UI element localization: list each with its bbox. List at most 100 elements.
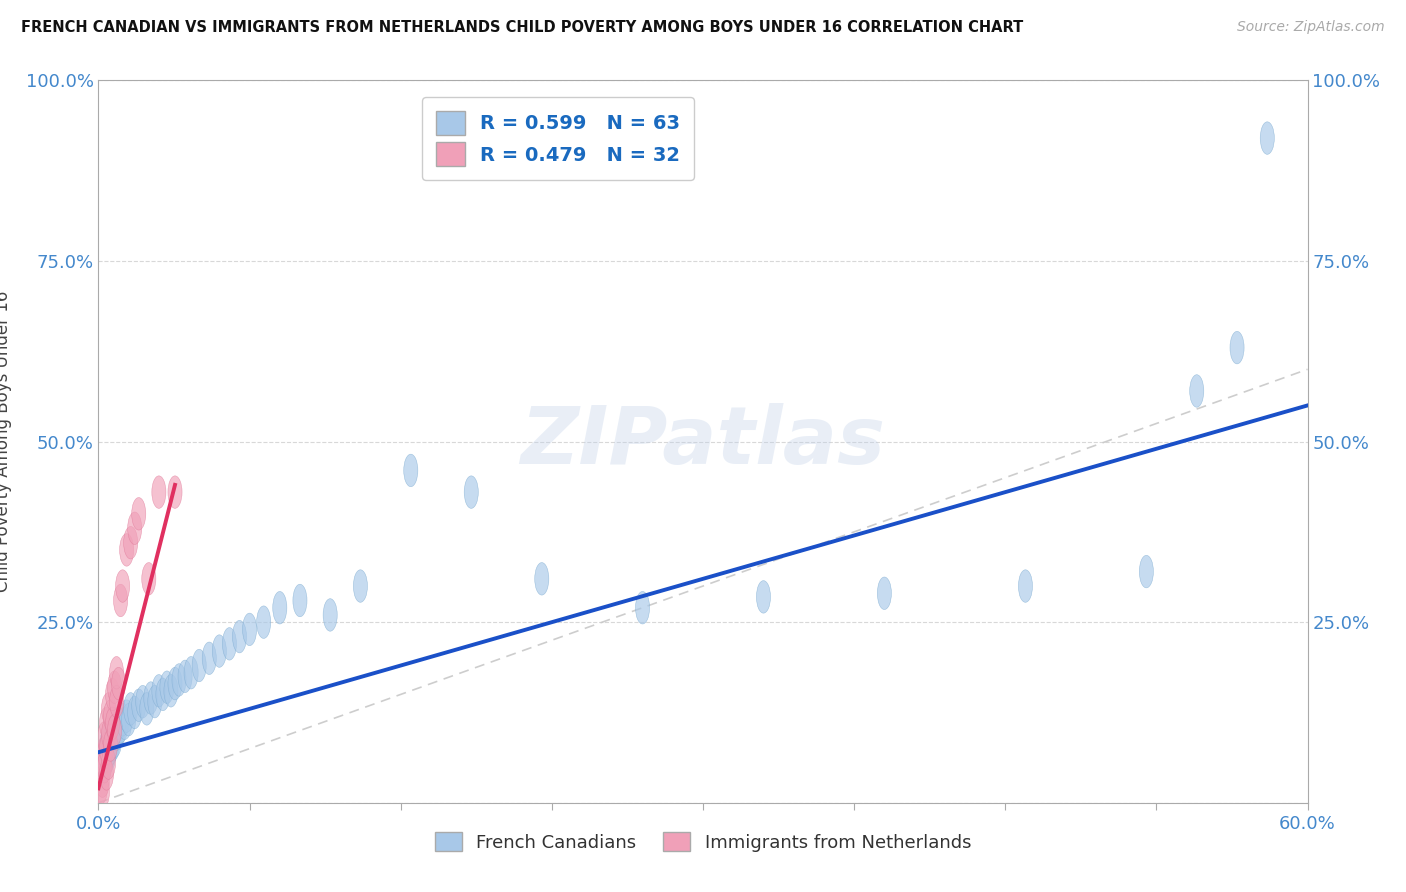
Ellipse shape [120,533,134,566]
Ellipse shape [105,729,120,761]
Ellipse shape [96,747,110,780]
Ellipse shape [97,736,111,769]
Ellipse shape [107,714,121,747]
Ellipse shape [242,613,257,646]
Ellipse shape [534,563,548,595]
Ellipse shape [105,707,120,739]
Y-axis label: Child Poverty Among Boys Under 16: Child Poverty Among Boys Under 16 [0,291,11,592]
Ellipse shape [101,722,115,754]
Ellipse shape [100,732,114,764]
Ellipse shape [96,743,110,776]
Ellipse shape [101,718,115,750]
Ellipse shape [101,739,115,772]
Ellipse shape [142,563,156,595]
Ellipse shape [100,743,114,776]
Ellipse shape [93,772,107,805]
Ellipse shape [115,570,129,602]
Ellipse shape [172,664,186,697]
Ellipse shape [120,700,134,732]
Ellipse shape [96,743,110,776]
Ellipse shape [96,764,110,797]
Ellipse shape [104,732,118,764]
Ellipse shape [136,685,150,718]
Ellipse shape [404,454,418,487]
Ellipse shape [110,718,124,750]
Ellipse shape [115,704,129,736]
Ellipse shape [104,725,118,757]
Ellipse shape [222,628,236,660]
Ellipse shape [464,475,478,508]
Ellipse shape [97,739,111,772]
Ellipse shape [107,725,121,757]
Ellipse shape [100,707,114,739]
Ellipse shape [128,512,142,544]
Ellipse shape [118,707,132,739]
Ellipse shape [110,685,124,718]
Ellipse shape [156,678,170,711]
Ellipse shape [139,692,153,725]
Ellipse shape [105,678,120,711]
Ellipse shape [105,718,120,750]
Ellipse shape [132,498,146,530]
Ellipse shape [111,707,125,739]
Ellipse shape [148,685,162,718]
Ellipse shape [97,750,111,783]
Ellipse shape [101,747,115,780]
Ellipse shape [128,697,142,729]
Legend: French Canadians, Immigrants from Netherlands: French Canadians, Immigrants from Nether… [427,824,979,859]
Ellipse shape [193,649,207,681]
Ellipse shape [323,599,337,632]
Ellipse shape [184,657,198,689]
Ellipse shape [202,642,217,674]
Ellipse shape [1189,375,1204,408]
Ellipse shape [107,714,121,747]
Text: Source: ZipAtlas.com: Source: ZipAtlas.com [1237,20,1385,34]
Ellipse shape [97,750,111,783]
Ellipse shape [93,754,107,787]
Ellipse shape [100,729,114,761]
Ellipse shape [124,526,138,559]
Text: FRENCH CANADIAN VS IMMIGRANTS FROM NETHERLANDS CHILD POVERTY AMONG BOYS UNDER 16: FRENCH CANADIAN VS IMMIGRANTS FROM NETHE… [21,20,1024,35]
Ellipse shape [353,570,367,602]
Ellipse shape [111,667,125,700]
Ellipse shape [165,674,179,707]
Ellipse shape [1260,122,1274,154]
Ellipse shape [152,674,166,707]
Ellipse shape [292,584,307,616]
Ellipse shape [143,681,157,714]
Ellipse shape [167,475,181,508]
Ellipse shape [104,729,118,761]
Ellipse shape [132,689,146,722]
Ellipse shape [257,606,271,639]
Ellipse shape [107,671,121,704]
Ellipse shape [124,692,138,725]
Ellipse shape [100,757,114,790]
Ellipse shape [756,581,770,613]
Ellipse shape [152,475,166,508]
Ellipse shape [114,711,128,743]
Ellipse shape [101,692,115,725]
Ellipse shape [232,620,246,653]
Ellipse shape [877,577,891,609]
Ellipse shape [111,714,125,747]
Ellipse shape [1230,331,1244,364]
Ellipse shape [100,732,114,764]
Ellipse shape [1018,570,1032,602]
Ellipse shape [167,667,181,700]
Ellipse shape [114,584,128,616]
Text: ZIPatlas: ZIPatlas [520,402,886,481]
Ellipse shape [96,776,110,808]
Ellipse shape [97,722,111,754]
Ellipse shape [212,635,226,667]
Ellipse shape [101,736,115,769]
Ellipse shape [93,750,107,783]
Ellipse shape [636,591,650,624]
Ellipse shape [179,660,193,692]
Ellipse shape [160,671,174,704]
Ellipse shape [110,657,124,689]
Ellipse shape [121,704,136,736]
Ellipse shape [1139,556,1153,588]
Ellipse shape [273,591,287,624]
Ellipse shape [97,736,111,769]
Ellipse shape [104,700,118,732]
